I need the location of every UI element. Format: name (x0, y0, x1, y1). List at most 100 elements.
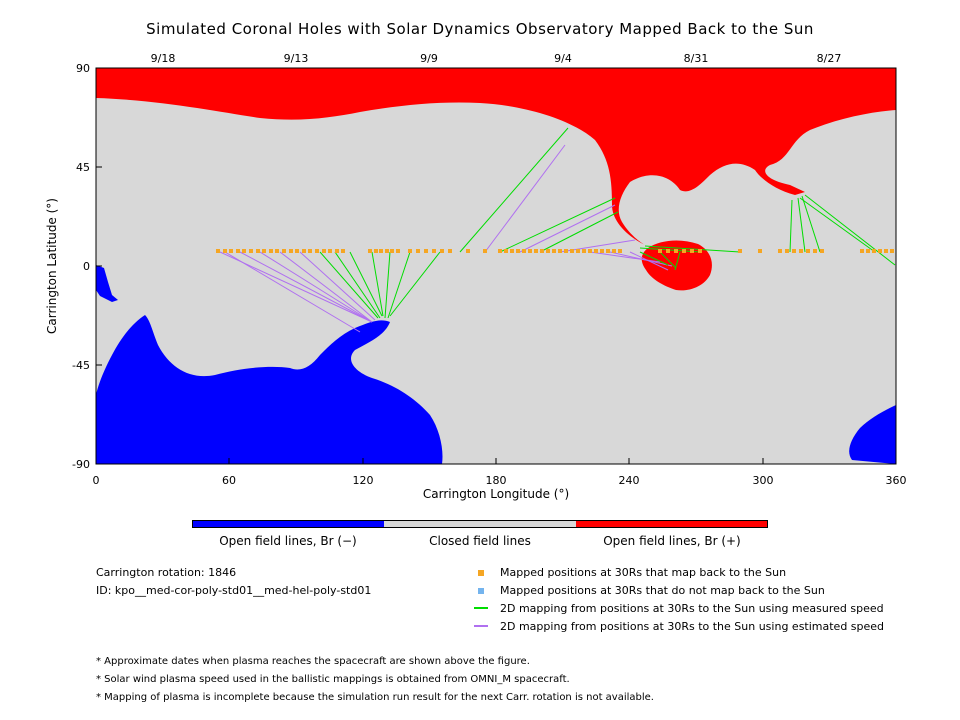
mapped-position-marker (570, 249, 574, 253)
mapped-position-marker (594, 249, 598, 253)
y-tick-label: -45 (72, 359, 90, 372)
mapped-position-marker (658, 249, 662, 253)
colorbar-label-negative: Open field lines, Br (−) (219, 534, 357, 548)
mapped-position-marker (674, 249, 678, 253)
x-tick-label: 300 (753, 474, 774, 487)
mapped-position-marker (510, 249, 514, 253)
mapped-position-marker (884, 249, 888, 253)
x-axis-title: Carrington Longitude (°) (423, 487, 569, 501)
mapped-position-marker (872, 249, 876, 253)
mapped-position-marker (390, 249, 394, 253)
y-axis-title: Carrington Latitude (°) (45, 198, 59, 334)
mapped-position-marker (528, 249, 532, 253)
southeast-negative-patch (849, 405, 896, 464)
coronal-hole-map: 0 60 120 180 240 300 360 90 45 0 -45 -90… (45, 52, 907, 501)
legend-swatch-unmapped (478, 588, 484, 594)
y-tick-labels: 90 45 0 -45 -90 (72, 62, 90, 471)
x-tick-label: 240 (619, 474, 640, 487)
legend-text: Mapped positions at 30Rs that do not map… (500, 584, 825, 597)
mapped-position-marker (432, 249, 436, 253)
mapped-position-marker (416, 249, 420, 253)
mapped-position-marker (890, 249, 894, 253)
mapped-position-marker (262, 249, 266, 253)
mapped-positions-row (216, 249, 894, 253)
mapped-position-marker (302, 249, 306, 253)
mapped-position-marker (546, 249, 550, 253)
mapped-position-marker (282, 249, 286, 253)
mapped-position-marker (498, 249, 502, 253)
mapped-position-marker (606, 249, 610, 253)
mapped-position-marker (315, 249, 319, 253)
colorbar (192, 520, 768, 528)
mapped-position-marker (341, 249, 345, 253)
mapped-position-marker (295, 249, 299, 253)
mapped-position-marker (483, 249, 487, 253)
date-label: 9/4 (554, 52, 572, 65)
date-label: 8/27 (817, 52, 842, 65)
y-tick-label: 0 (83, 260, 90, 273)
mapped-position-marker (866, 249, 870, 253)
y-ticks (96, 67, 102, 465)
west-edge-negative-patch (96, 265, 118, 302)
mapped-position-marker (666, 249, 670, 253)
mapped-position-marker (860, 249, 864, 253)
x-ticks (95, 458, 897, 464)
mapped-position-marker (758, 249, 762, 253)
mapped-position-marker (588, 249, 592, 253)
mapped-position-marker (335, 249, 339, 253)
date-label: 8/31 (684, 52, 709, 65)
mapped-position-marker (368, 249, 372, 253)
footnote: * Approximate dates when plasma reaches … (96, 656, 530, 667)
north-polar-coronal-hole (96, 68, 896, 245)
x-tick-label: 360 (886, 474, 907, 487)
legend-swatch-mapped (478, 570, 484, 576)
mapped-position-marker (466, 249, 470, 253)
mapped-position-marker (275, 249, 279, 253)
mapped-position-marker (242, 249, 246, 253)
mapped-position-marker (576, 249, 580, 253)
date-labels: 9/18 9/13 9/9 9/4 8/31 8/27 (151, 52, 842, 65)
mapped-position-marker (229, 249, 233, 253)
date-label: 9/13 (284, 52, 309, 65)
mapped-position-marker (534, 249, 538, 253)
mapped-position-marker (374, 249, 378, 253)
mapped-position-marker (813, 249, 817, 253)
mapped-position-marker (738, 249, 742, 253)
y-tick-label: 90 (76, 62, 90, 75)
mapped-position-marker (516, 249, 520, 253)
mapped-position-marker (618, 249, 622, 253)
legend-swatch-measured (474, 607, 488, 609)
y-tick-label: 45 (76, 161, 90, 174)
mapped-position-marker (236, 249, 240, 253)
y-tick-label: -90 (72, 458, 90, 471)
x-tick-label: 180 (486, 474, 507, 487)
mapped-position-marker (522, 249, 526, 253)
mapped-position-marker (448, 249, 452, 253)
colorbar-open-positive (575, 521, 767, 527)
mapped-position-marker (269, 249, 273, 253)
date-label: 9/9 (420, 52, 438, 65)
mapped-position-marker (690, 249, 694, 253)
x-tick-label: 0 (93, 474, 100, 487)
mapped-position-marker (408, 249, 412, 253)
mapped-position-marker (799, 249, 803, 253)
mapped-position-marker (216, 249, 220, 253)
mapped-position-marker (806, 249, 810, 253)
mapped-position-marker (249, 249, 253, 253)
mapped-position-marker (698, 249, 702, 253)
legend-text: 2D mapping from positions at 30Rs to the… (500, 620, 885, 633)
footnote: * Mapping of plasma is incomplete becaus… (96, 692, 654, 703)
colorbar-closed (384, 521, 576, 527)
mapped-position-marker (540, 249, 544, 253)
mapped-position-marker (385, 249, 389, 253)
colorbar-label-closed: Closed field lines (429, 534, 531, 548)
carrington-rotation: Carrington rotation: 1846 (96, 566, 237, 579)
mapped-position-marker (558, 249, 562, 253)
mapped-position-marker (600, 249, 604, 253)
mapped-position-marker (322, 249, 326, 253)
colorbar-label-positive: Open field lines, Br (+) (603, 534, 741, 548)
mapped-position-marker (878, 249, 882, 253)
mapped-position-marker (424, 249, 428, 253)
mapped-position-marker (396, 249, 400, 253)
date-label: 9/18 (151, 52, 176, 65)
